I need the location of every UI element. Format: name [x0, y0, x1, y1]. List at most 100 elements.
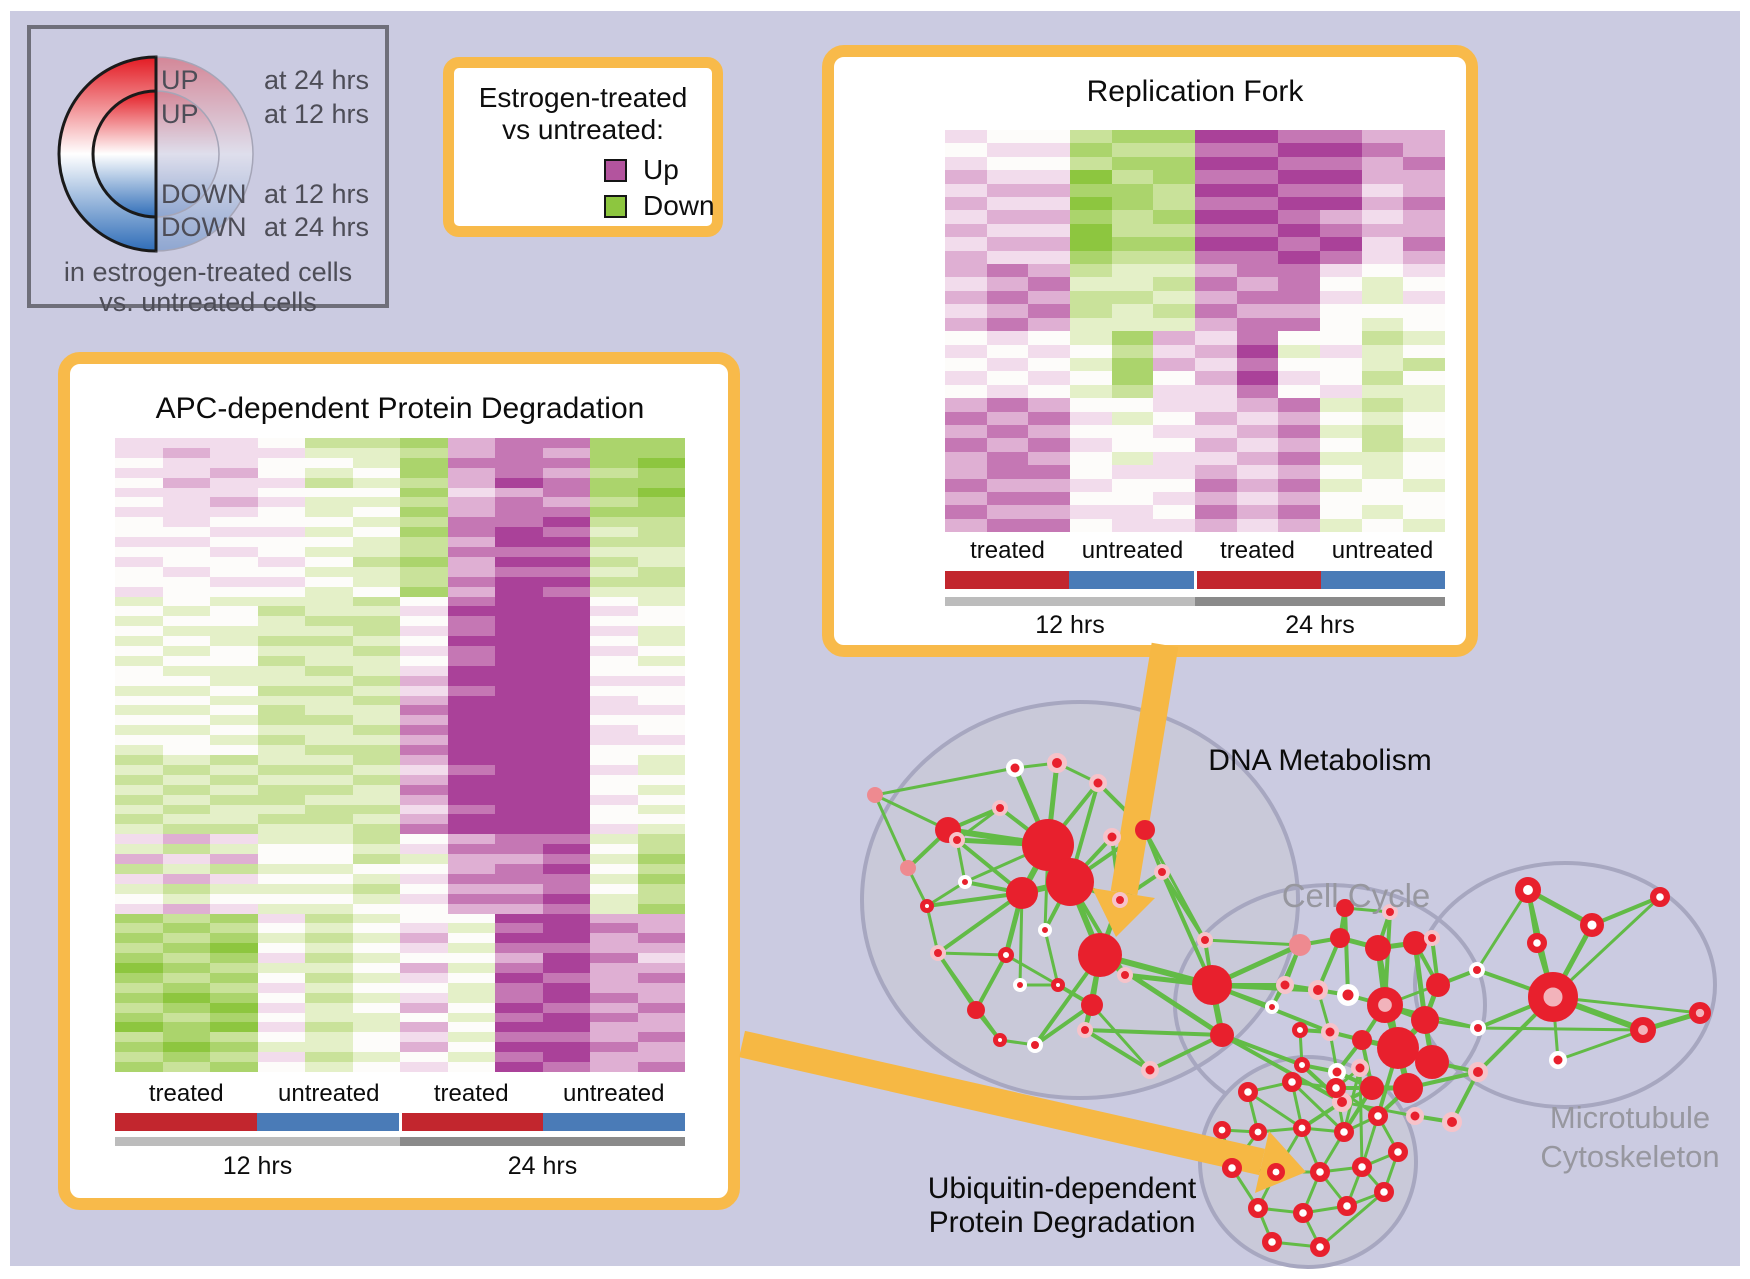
- heatmap-cell: [305, 943, 353, 954]
- heatmap-cell: [400, 1022, 448, 1033]
- heatmap-cell: [986, 210, 1029, 224]
- network-node-solid: [1081, 994, 1103, 1016]
- heatmap-cell: [257, 586, 305, 597]
- heatmap-cell: [1195, 357, 1237, 372]
- heatmap-cell: [542, 626, 590, 637]
- heatmap-cell: [352, 1052, 400, 1063]
- heatmap-row: [115, 755, 685, 765]
- heatmap-cell: [590, 655, 638, 666]
- heatmap-cell: [115, 616, 163, 627]
- heatmap-cell: [495, 1002, 543, 1013]
- heatmap-cell: [162, 1022, 210, 1033]
- heatmap-cell: [495, 527, 543, 538]
- heatmap-cell: [495, 616, 543, 627]
- heatmap-cell: [495, 794, 543, 805]
- heatmap-cell: [257, 497, 305, 508]
- network-edge: [974, 953, 1008, 1012]
- heatmap-cell: [115, 1032, 163, 1043]
- heatmap-cell: [305, 794, 353, 805]
- heatmap-cell: [1195, 197, 1237, 211]
- heatmap-cell: [945, 518, 987, 533]
- heatmap-cell: [542, 457, 590, 468]
- heatmap-cell: [637, 438, 685, 448]
- heatmap-cell: [1403, 384, 1446, 399]
- heatmap-row: [115, 834, 685, 845]
- heatmap-cell: [1195, 223, 1237, 238]
- heatmap-cell: [257, 933, 305, 944]
- heatmap-cell: [495, 804, 543, 815]
- heatmap-cell: [162, 1062, 210, 1072]
- heatmap-cell: [542, 546, 590, 557]
- heatmap-cell: [1403, 505, 1446, 519]
- group-label: treated: [1220, 537, 1295, 564]
- heatmap-cell: [1070, 465, 1112, 479]
- heatmap-row: [115, 814, 685, 825]
- heatmap-cell: [1361, 170, 1404, 184]
- heatmap-cell: [1278, 277, 1321, 291]
- network-node-solid: [1006, 877, 1038, 909]
- heatmap-cell: [305, 784, 353, 795]
- heatmap-cell: [1153, 505, 1196, 519]
- heatmap-cell: [162, 1002, 210, 1013]
- heatmap-cell: [1153, 237, 1196, 251]
- heatmap-cell: [305, 903, 353, 914]
- heatmap-cell: [986, 505, 1029, 519]
- heatmap-cell: [637, 814, 685, 825]
- heatmap-cell: [590, 467, 638, 478]
- heatmap-cell: [1153, 371, 1196, 385]
- heatmap-cell: [1361, 371, 1404, 385]
- heatmap-cell: [590, 972, 638, 983]
- heatmap-cell: [1403, 304, 1446, 318]
- heatmap-cell: [162, 873, 210, 884]
- heatmap-cell: [590, 982, 638, 993]
- heatmap-cell: [447, 883, 495, 894]
- heatmap-cell: [352, 824, 400, 835]
- time-label-24: 24 hrs: [507, 1152, 578, 1180]
- heatmap-cell: [400, 556, 448, 567]
- heatmap-cell: [590, 537, 638, 547]
- heatmap-cell: [1111, 197, 1154, 211]
- network-node-white-ring-red-core: [1549, 1051, 1567, 1069]
- heatmap-row: [115, 854, 685, 864]
- heatmap-cell: [210, 665, 258, 676]
- heatmap-cell: [1236, 331, 1279, 345]
- heatmap-cell: [1111, 250, 1154, 265]
- network-node-solid: [1393, 1073, 1423, 1103]
- heatmap-row: [115, 556, 685, 567]
- heatmap-cell: [637, 1042, 685, 1053]
- network-node-pink-ring-red-core: [1442, 1112, 1462, 1132]
- heatmap-cell: [637, 923, 685, 934]
- heatmap-cell: [986, 170, 1029, 184]
- heatmap-cell: [1278, 424, 1321, 439]
- heatmap-cell: [1153, 130, 1196, 144]
- heatmap-cell: [115, 824, 163, 835]
- heatmap-cell: [945, 478, 987, 492]
- heatmap-cell: [945, 170, 987, 184]
- network-node-pink-ring-red-core: [1077, 1022, 1093, 1038]
- heatmap-cell: [495, 784, 543, 795]
- apc-time-labels: 12 hrs 24 hrs: [115, 1152, 685, 1181]
- heatmap-cell: [1153, 210, 1196, 224]
- heatmap-cell: [352, 1032, 400, 1043]
- heatmap-cell: [637, 913, 685, 924]
- heatmap-row: [945, 264, 1446, 278]
- heatmap-cell: [637, 873, 685, 884]
- heatmap-cell: [1320, 290, 1362, 305]
- heatmap-cell: [257, 715, 305, 726]
- heatmap-cell: [352, 764, 400, 775]
- enrichment-network: [739, 642, 1717, 1269]
- updown-time-label: at 24 hrs: [263, 212, 369, 242]
- heatmap-cell: [257, 844, 305, 855]
- heatmap-cell: [447, 725, 495, 736]
- heatmap-cell: [1195, 264, 1237, 278]
- heatmap-cell: [447, 626, 495, 637]
- network-node-ring-white-core: [1309, 1236, 1330, 1257]
- heatmap-cell: [1320, 478, 1362, 492]
- heatmap-cell: [637, 963, 685, 973]
- heatmap-cell: [352, 854, 400, 864]
- heatmap-cell: [637, 487, 685, 498]
- heatmap-cell: [115, 725, 163, 736]
- heatmap-cell: [637, 1022, 685, 1033]
- heatmap-cell: [1070, 491, 1112, 506]
- heatmap-cell: [400, 755, 448, 765]
